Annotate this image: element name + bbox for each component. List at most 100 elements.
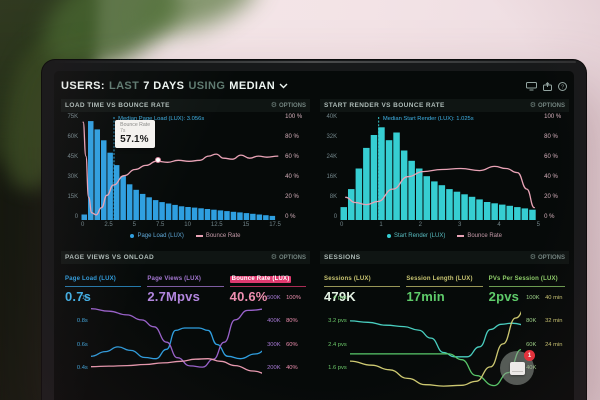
plot-area: Median Start Render (LUX): 1.025s <box>340 114 540 220</box>
y-axis-right: 100 % 80 % 60 % 40 % 20 % 0 % <box>540 114 569 220</box>
axis-tick-pair: 500K 100% <box>267 295 308 301</box>
share-icon[interactable] <box>543 81 552 91</box>
axis-tick: 100K <box>526 295 540 301</box>
kpi-label: Page Views (LUX) <box>147 276 202 282</box>
help-icon[interactable]: ? <box>558 81 567 91</box>
legend-item[interactable]: Start Render (LUX) <box>386 233 445 239</box>
kpi-underline <box>488 286 565 287</box>
axis-tick-pair: 100K 40 min <box>526 295 567 301</box>
kpi-metric: Sessions (LUX) 479K <box>324 267 401 304</box>
axis-tick-pair: 400K 80% <box>267 318 308 324</box>
axis-tick: 2.5 <box>104 222 113 228</box>
options-button[interactable]: ⚙ OPTIONS <box>529 253 565 261</box>
kpi-value: 40.6% <box>229 289 268 304</box>
axis-tick-pair: 60K 24 min <box>526 342 567 348</box>
y-axis-left: 75K 60K 45K 30K 15K 0 <box>61 114 81 220</box>
tooltip: Bounce Rate 7s 57.1% <box>115 120 156 148</box>
y-axis-right: 500K 100% 400K 80% 300K 60% 200K 40% <box>262 295 308 387</box>
axis-tick-pair: 200K 40% <box>267 365 308 371</box>
axis-tick: 17.5 <box>269 222 281 228</box>
axis-tick: 8K <box>329 194 338 200</box>
kpi-label: PVs Per Session (LUX) <box>488 276 558 282</box>
kpi-metric: Bounce Rate (LUX) 40.6% <box>229 267 306 304</box>
axis-tick: 12.5 <box>210 222 223 228</box>
axis-tick: 40 % <box>544 174 558 180</box>
axis-tick: 0.6s <box>76 341 88 348</box>
kpi-value: 479K <box>324 289 356 304</box>
panel-load-time: LOAD TIME VS BOUNCE RATE ⚙ OPTIONS 75K 60… <box>61 99 310 245</box>
panel-page-views-header: PAGE VIEWS VS ONLOAD ⚙ OPTIONS <box>61 251 310 264</box>
panel-grid: LOAD TIME VS BOUNCE RATE ⚙ OPTIONS 75K 60… <box>61 99 569 391</box>
axis-tick: 5 <box>132 222 136 228</box>
axis-tick: 15 <box>242 222 250 228</box>
legend-label: Page Load (LUX) <box>137 233 184 239</box>
axis-tick: 100 % <box>285 114 303 120</box>
kpi-underline <box>229 286 306 287</box>
page-views-chart-area: 1s 0.8s 0.6s 0.4s 500K 100% 400K 80% 300K 60% 200… <box>61 295 310 387</box>
axis-tick: 0 <box>74 214 79 220</box>
sessions-chart <box>349 310 522 387</box>
axis-tick: 32K <box>326 134 338 140</box>
x-axis: 0 2.5 5 7.5 10 12.5 15 17.5 <box>81 220 281 231</box>
gear-icon: ⚙ <box>270 101 277 109</box>
axis-tick: 0 <box>81 222 85 228</box>
y-axis-right: 100 % 80 % 60 % 40 % 20 % 0 % <box>281 114 310 220</box>
users-range-dropdown[interactable]: USERS: LAST 7 DAYS USING MEDIAN <box>61 80 288 92</box>
panel-title: PAGE VIEWS VS ONLOAD <box>65 254 155 261</box>
options-button[interactable]: ⚙ OPTIONS <box>529 101 565 109</box>
legend-label: Bounce Rate <box>467 233 503 239</box>
options-button[interactable]: ⚙ OPTIONS <box>270 253 306 261</box>
axis-tick: 100% <box>286 295 301 301</box>
kpi-label: Page Load (LUX) <box>65 276 117 282</box>
options-button[interactable]: ⚙ OPTIONS <box>270 101 306 109</box>
axis-tick: 2.4 pvs <box>328 341 347 348</box>
page-views-chart <box>90 308 263 374</box>
kpi-underline <box>65 286 142 287</box>
legend-item[interactable]: Bounce Rate <box>195 233 241 239</box>
y-axis-left: 4 pvs 3.2 pvs 2.4 pvs 1.6 pvs <box>324 295 350 387</box>
y-axis-left: 40K 32K 24K 16K 8K 0 <box>320 114 340 220</box>
kpi-underline <box>324 286 401 287</box>
axis-tick: 0 <box>340 222 344 228</box>
gear-icon: ⚙ <box>529 253 536 261</box>
axis-tick: 10 <box>184 222 191 228</box>
axis-tick: 200K <box>267 364 281 371</box>
axis-tick: 1.6 pvs <box>328 364 347 371</box>
title-using: USING <box>188 80 226 92</box>
laptop: USERS: LAST 7 DAYS USING MEDIAN <box>42 60 586 400</box>
gear-icon: ⚙ <box>529 101 536 109</box>
axis-tick: 4 pvs <box>332 295 347 301</box>
axis-tick: 80% <box>286 318 298 325</box>
title-days: 7 DAYS <box>143 80 185 92</box>
axis-tick: 80K <box>526 318 537 325</box>
axis-tick: 60% <box>286 341 298 348</box>
axis-tick: 100 % <box>544 114 562 120</box>
axis-tick: 30K <box>67 174 79 180</box>
plant-leaf <box>135 0 265 46</box>
axis-tick: 300K <box>267 341 281 348</box>
axis-tick: 40K <box>326 114 338 120</box>
axis-tick: 0.8s <box>76 318 88 325</box>
axis-tick: 80 % <box>285 134 299 140</box>
kpi-metric: Page Views (LUX) 2.7Mpvs <box>147 267 224 304</box>
tooltip-value: 57.1% <box>120 134 149 145</box>
legend-item[interactable]: Page Load (LUX) <box>130 233 184 239</box>
chevron-down-icon <box>279 83 288 89</box>
axis-tick: 3 <box>457 222 462 228</box>
display-icon[interactable] <box>526 81 537 91</box>
chat-widget-button[interactable]: 1 <box>500 350 535 385</box>
legend-label: Bounce Rate <box>205 233 241 239</box>
axis-tick: 0 % <box>544 214 555 220</box>
panel-title: START RENDER VS BOUNCE RATE <box>324 102 445 109</box>
axis-tick: 1 <box>379 222 383 228</box>
panel-page-views: PAGE VIEWS VS ONLOAD ⚙ OPTIONS Page Load… <box>61 251 310 391</box>
axis-tick: 80 % <box>544 134 558 140</box>
kpi-metric: PVs Per Session (LUX) 2pvs <box>488 267 565 304</box>
axis-tick: 3.2 pvs <box>328 318 347 325</box>
axis-tick: 0 % <box>285 214 296 220</box>
axis-tick: 20 % <box>285 194 299 200</box>
laptop-screen: USERS: LAST 7 DAYS USING MEDIAN <box>54 71 574 400</box>
legend-item[interactable]: Bounce Rate <box>457 233 502 239</box>
axis-tick: 0 <box>333 214 338 220</box>
